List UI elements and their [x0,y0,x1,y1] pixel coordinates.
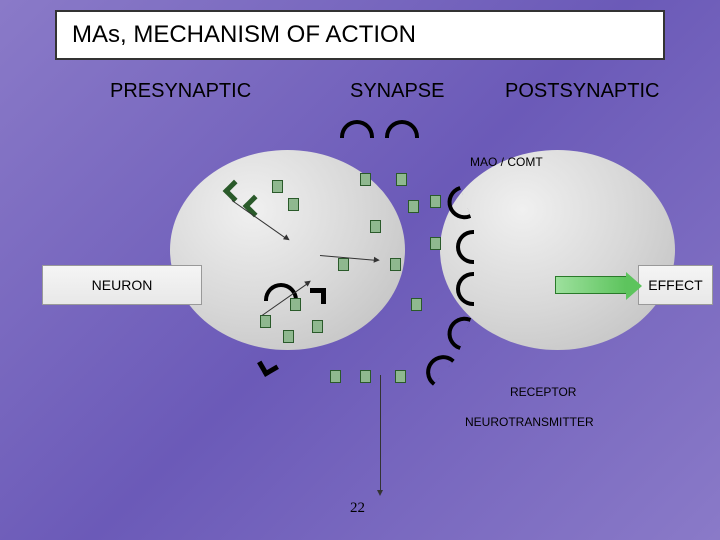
neurotransmitter-icon [288,198,299,211]
neurotransmitter-icon [395,370,406,383]
receptor-icon [340,120,374,138]
neurotransmitter-icon [330,370,341,383]
neurotransmitter-icon [390,258,401,271]
effect-box: EFFECT [638,265,713,305]
chevron-icon [257,355,279,377]
receptor-icon [443,312,472,350]
effect-label: EFFECT [648,277,702,293]
neurotransmitter-icon [260,315,271,328]
receptor-icon [385,120,419,138]
neurotransmitter-icon [430,237,441,250]
mao-comt-label: MAO / COMT [470,155,543,169]
neurotransmitter-icon [411,298,422,311]
neurotransmitter-icon [408,200,419,213]
neurotransmitter-icon [312,320,323,333]
page-number: 22 [350,500,365,517]
neurotransmitter-icon [396,173,407,186]
title-box: MAs, MECHANISM OF ACTION [55,10,665,60]
neurotransmitter-icon [290,298,301,311]
pointer-line [380,375,381,490]
neurotransmitter-icon [430,195,441,208]
neurotransmitter-label: NEUROTRANSMITTER [465,415,594,429]
neuron-box: NEURON [42,265,202,305]
neurotransmitter-icon [338,258,349,271]
title-text: MAs, MECHANISM OF ACTION [72,21,416,49]
chevron-icon [310,288,326,304]
neurotransmitter-icon [283,330,294,343]
synapse-label: SYNAPSE [350,80,444,103]
neurotransmitter-icon [272,180,283,193]
presynaptic-label: PRESYNAPTIC [110,80,251,103]
effect-arrow-icon [555,276,627,294]
neuron-label: NEURON [92,277,153,293]
neurotransmitter-icon [360,173,371,186]
neurotransmitter-icon [360,370,371,383]
neurotransmitter-icon [370,220,381,233]
receptor-label: RECEPTOR [510,385,576,399]
postsynaptic-label: POSTSYNAPTIC [505,80,659,103]
receptor-icon [419,348,455,386]
postsynaptic-cell [440,150,675,350]
